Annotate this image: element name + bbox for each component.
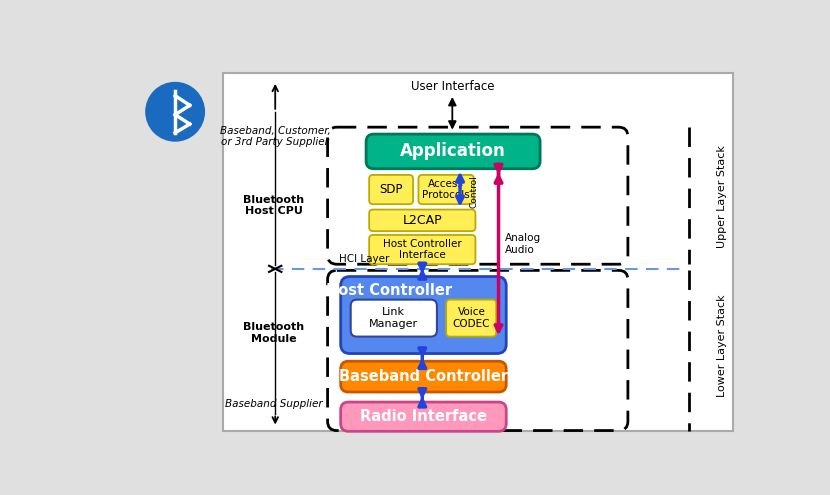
- FancyBboxPatch shape: [369, 209, 476, 231]
- Text: Baseband Controller: Baseband Controller: [339, 369, 509, 384]
- FancyBboxPatch shape: [340, 361, 506, 392]
- FancyBboxPatch shape: [447, 299, 496, 337]
- Text: Voice
CODEC: Voice CODEC: [453, 307, 491, 329]
- Text: Application: Application: [400, 143, 506, 160]
- Bar: [223, 73, 734, 431]
- Text: Control: Control: [469, 175, 478, 208]
- FancyBboxPatch shape: [369, 235, 476, 264]
- Text: SDP: SDP: [379, 183, 403, 196]
- Text: User Interface: User Interface: [411, 80, 494, 93]
- FancyBboxPatch shape: [369, 175, 413, 204]
- Text: Analog
Audio: Analog Audio: [505, 234, 541, 255]
- Text: Radio Interface: Radio Interface: [360, 409, 487, 424]
- Text: Access
Protocols: Access Protocols: [422, 179, 470, 200]
- Text: Bluetooth
Module: Bluetooth Module: [243, 322, 305, 344]
- FancyBboxPatch shape: [418, 175, 474, 204]
- Text: L2CAP: L2CAP: [403, 214, 442, 227]
- Text: Host Controller
Interface: Host Controller Interface: [383, 239, 461, 260]
- Text: Baseband, Customer,
or 3rd Party Supplier: Baseband, Customer, or 3rd Party Supplie…: [220, 126, 330, 147]
- Text: Baseband Supplier: Baseband Supplier: [225, 399, 323, 409]
- Text: Link
Manager: Link Manager: [369, 307, 418, 329]
- FancyBboxPatch shape: [340, 402, 506, 431]
- Text: Upper Layer Stack: Upper Layer Stack: [717, 145, 727, 248]
- FancyBboxPatch shape: [366, 134, 540, 169]
- Text: HCI Layer: HCI Layer: [339, 254, 389, 264]
- Text: Host Controller: Host Controller: [326, 283, 452, 298]
- FancyBboxPatch shape: [351, 299, 437, 337]
- FancyBboxPatch shape: [340, 277, 506, 353]
- Circle shape: [146, 83, 204, 141]
- Text: Lower Layer Stack: Lower Layer Stack: [717, 295, 727, 397]
- Text: Bluetooth
Host CPU: Bluetooth Host CPU: [243, 195, 305, 216]
